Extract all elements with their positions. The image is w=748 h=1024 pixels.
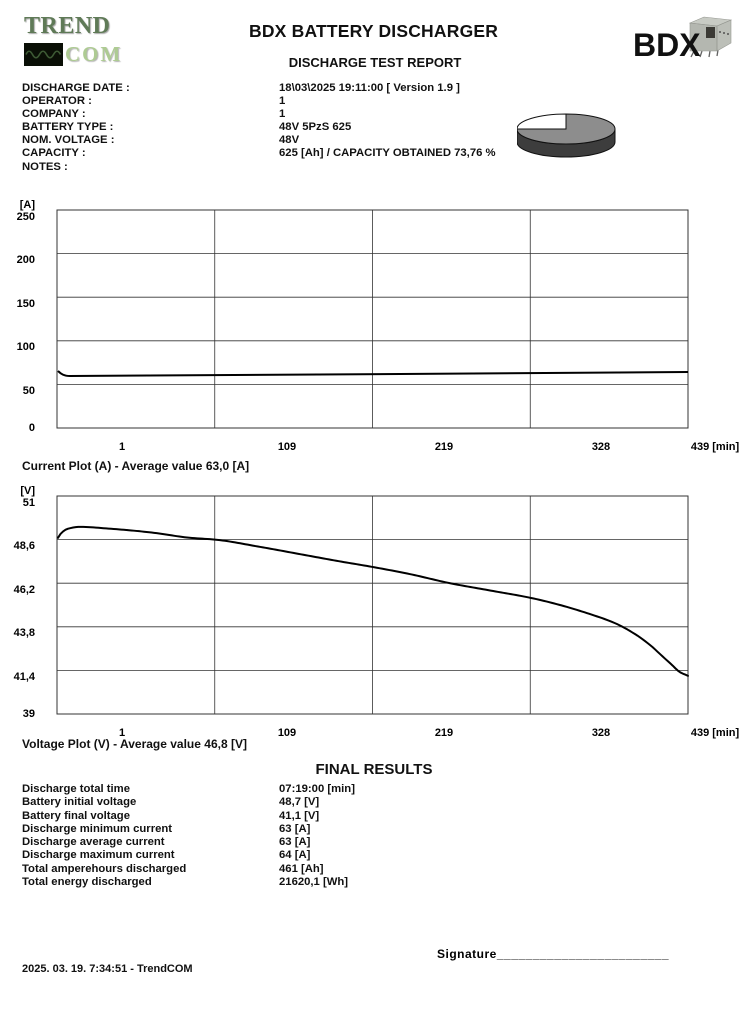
svg-text:328: 328 <box>592 441 610 453</box>
svg-text:50: 50 <box>23 385 35 397</box>
svg-text:41,4: 41,4 <box>14 671 36 683</box>
svg-text:250: 250 <box>17 211 35 223</box>
svg-text:109: 109 <box>278 727 296 739</box>
svg-text:328: 328 <box>592 727 610 739</box>
svg-text:39: 39 <box>23 708 35 720</box>
svg-text:51: 51 <box>23 497 35 509</box>
svg-text:[A]: [A] <box>20 199 36 211</box>
svg-text:150: 150 <box>17 298 35 310</box>
svg-text:43,8: 43,8 <box>14 627 35 639</box>
svg-text:200: 200 <box>17 254 35 266</box>
svg-text:0: 0 <box>29 422 35 434</box>
svg-text:[V]: [V] <box>20 485 35 497</box>
svg-text:219: 219 <box>435 727 453 739</box>
svg-text:1: 1 <box>119 441 125 453</box>
svg-text:219: 219 <box>435 441 453 453</box>
svg-text:100: 100 <box>17 341 35 353</box>
svg-text:439 [min]: 439 [min] <box>691 727 740 739</box>
svg-text:46,2: 46,2 <box>14 584 35 596</box>
svg-text:439 [min]: 439 [min] <box>691 441 740 453</box>
svg-text:48,6: 48,6 <box>14 540 35 552</box>
svg-text:109: 109 <box>278 441 296 453</box>
